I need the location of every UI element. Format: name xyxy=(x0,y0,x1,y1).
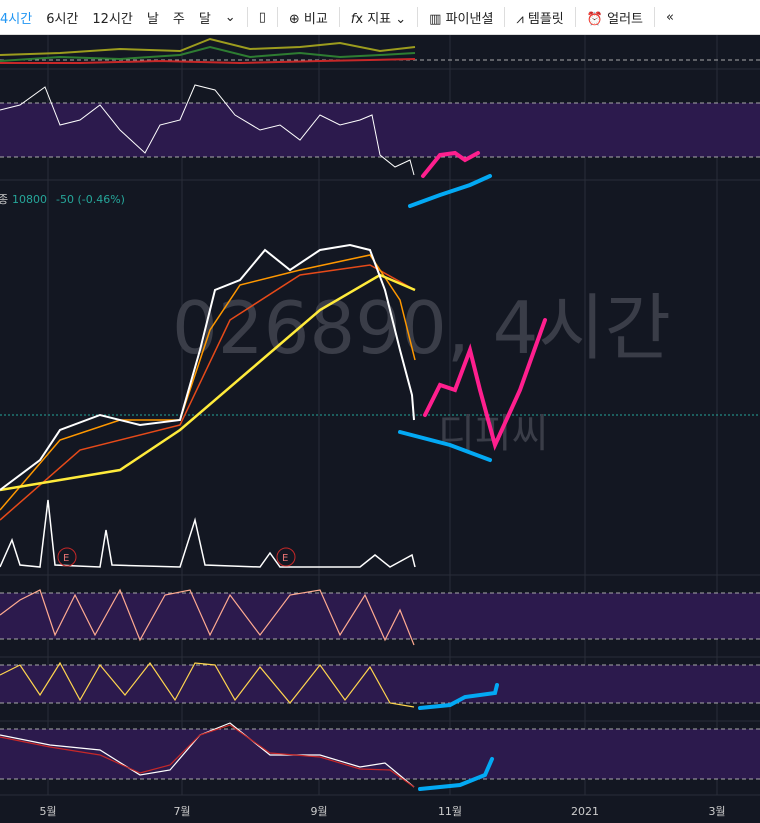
interval[interactable]: 주 xyxy=(172,11,185,27)
x-axis-labels: 5월 7월 9월 11월 2021 3월 xyxy=(39,805,725,818)
svg-text:E: E xyxy=(63,553,69,564)
svg-text:11월: 11월 xyxy=(438,805,462,818)
svg-text:2021: 2021 xyxy=(571,805,599,818)
chart-area: 026890, 4시간 디피씨 종 10800 -50 (-0.46%) E E… xyxy=(0,35,760,823)
template-button[interactable]: ⩘ 템플릿 xyxy=(516,11,564,27)
interval[interactable]: 달 xyxy=(198,11,211,27)
interval[interactable]: 4시간 xyxy=(0,11,33,27)
dropdown[interactable]: ⌄ xyxy=(224,9,236,25)
svg-text:5월: 5월 xyxy=(39,805,56,818)
event-markers: E E xyxy=(57,547,296,567)
svg-text:3월: 3월 xyxy=(708,805,725,818)
x-axis xyxy=(0,797,760,823)
legend-close: 10800 xyxy=(12,193,47,206)
interval[interactable]: 날 xyxy=(146,11,159,27)
top-osc xyxy=(0,37,416,65)
volume-line xyxy=(0,499,416,568)
oscillators xyxy=(0,588,415,788)
indicator-bands xyxy=(0,103,760,779)
rsi-line xyxy=(0,84,415,176)
chart-type[interactable]: ▯ xyxy=(258,9,266,25)
legend-label: 종 xyxy=(0,193,8,206)
svg-text:E: E xyxy=(282,553,288,564)
compare-button[interactable]: ⊕ 비교 xyxy=(288,11,328,27)
indicator-button[interactable]: fx 지표 ⌄ xyxy=(350,11,407,27)
collapse[interactable]: « xyxy=(666,9,674,25)
svg-text:7월: 7월 xyxy=(173,805,190,818)
watermark: 026890, 4시간 xyxy=(172,286,671,370)
svg-text:9월: 9월 xyxy=(310,805,327,818)
drawings xyxy=(398,150,547,791)
moving-averages xyxy=(0,243,416,521)
financial-button[interactable]: ▥ 파이낸셜 xyxy=(429,11,494,27)
interval[interactable]: 6시간 xyxy=(46,11,79,27)
interval[interactable]: 12시간 xyxy=(92,11,133,27)
toolbar: 4시간 6시간 12시간 날 주 달 ⌄ ▯ ⊕ 비교 fx 지표 ⌄ ▥ 파이… xyxy=(0,0,760,35)
alert-button[interactable]: ⏰ 얼러트 xyxy=(586,11,643,27)
legend-change: -50 (-0.46%) xyxy=(56,193,125,206)
